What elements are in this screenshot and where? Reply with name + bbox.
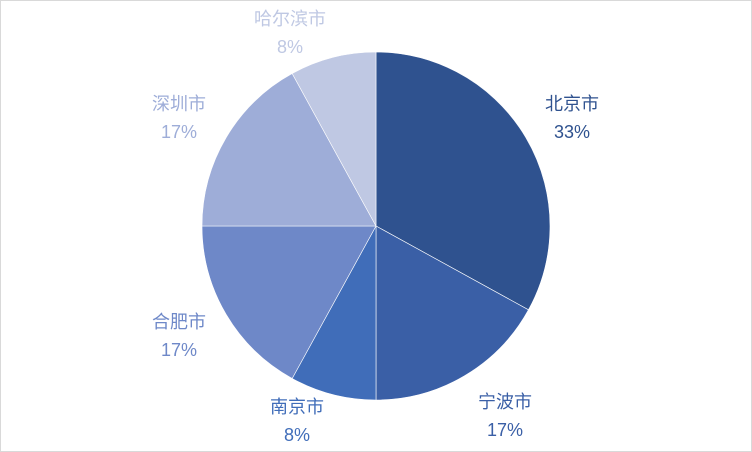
slice-category-label: 南京市 [270, 397, 324, 417]
slice-category-label: 哈尔滨市 [254, 9, 326, 29]
slice-percent-label: 17% [161, 340, 197, 360]
slice-percent-label: 8% [277, 37, 303, 57]
pie-slice [375, 225, 529, 401]
slice-category-label: 深圳市 [152, 94, 206, 114]
slice-percent-label: 33% [554, 122, 590, 142]
slice-percent-label: 17% [487, 420, 523, 440]
pie-slice [201, 73, 377, 227]
slice-category-label: 北京市 [545, 94, 599, 114]
pie-slice [291, 51, 377, 227]
slice-percent-label: 8% [284, 425, 310, 445]
slice-percent-label: 17% [161, 122, 197, 142]
slice-category-label: 宁波市 [478, 392, 532, 412]
pie-slice [375, 51, 551, 311]
pie-slice [201, 225, 377, 379]
slice-category-label: 合肥市 [152, 312, 206, 332]
